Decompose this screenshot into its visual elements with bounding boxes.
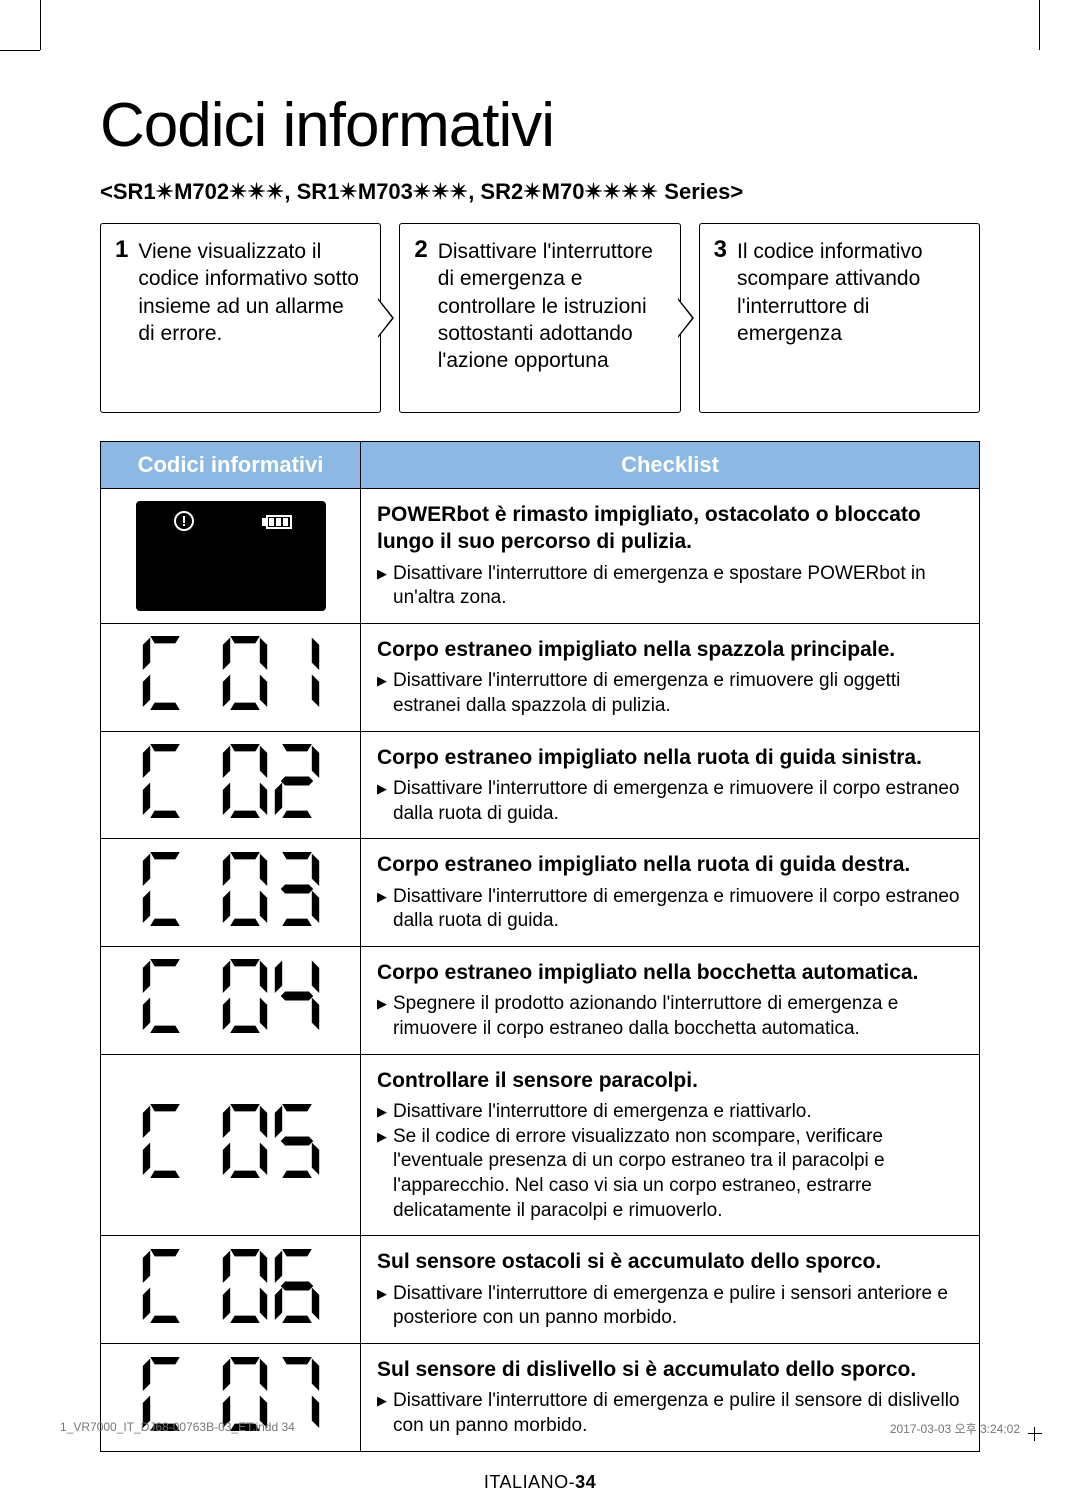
footer-page: 34 — [575, 1472, 596, 1492]
checklist-cell: Sul sensore ostacoli si è accumulato del… — [361, 1236, 980, 1344]
crop-mark — [1028, 1427, 1042, 1441]
bullet-icon: ▶ — [377, 777, 387, 802]
checklist-cell: Controllare il sensore paracolpi. ▶Disatt… — [361, 1054, 980, 1236]
code-cell — [101, 1054, 361, 1236]
check-title: Corpo estraneo impigliato nella ruota di… — [377, 851, 963, 878]
code-text — [139, 1104, 323, 1178]
print-stamp: 2017-03-03 오후 3:24:02 — [890, 1420, 1020, 1437]
check-body: ▶Spegnere il prodotto azionando l'interr… — [377, 992, 963, 1041]
series-subtitle: <SR1✴M702✴✴✴, SR1✴M703✴✴✴, SR2✴M70✴✴✴✴ S… — [100, 179, 980, 205]
checklist-cell: Corpo estraneo impigliato nella ruota di… — [361, 839, 980, 947]
check-body: ▶Disattivare l'interruttore di emergenza… — [377, 1282, 963, 1331]
crop-mark — [0, 50, 40, 51]
step-1: 1 Viene visualizzato il codice informati… — [100, 223, 381, 413]
check-item: ▶Disattivare l'interruttore di emergenza… — [377, 777, 963, 826]
print-file: 1_VR7000_IT_DJ68-00763B-03_ET.indd 34 — [60, 1420, 295, 1437]
bullet-icon: ▶ — [377, 1282, 387, 1307]
page-footer: ITALIANO-34 — [100, 1472, 980, 1493]
check-title: POWERbot è rimasto impigliato, ostacolat… — [377, 501, 963, 556]
page-title: Codici informativi — [100, 90, 980, 161]
th-checklist: Checklist — [361, 442, 980, 489]
table-row: Corpo estraneo impigliato nella bocchett… — [101, 946, 980, 1054]
check-title: Sul sensore ostacoli si è accumulato del… — [377, 1248, 963, 1275]
bullet-icon: ▶ — [377, 885, 387, 910]
code-cell — [101, 839, 361, 947]
check-body: ▶Disattivare l'interruttore di emergenza… — [377, 669, 963, 718]
step-2: 2 Disattivare l'interruttore di emergenz… — [399, 223, 680, 413]
bullet-icon: ▶ — [377, 669, 387, 694]
checklist-cell: Corpo estraneo impigliato nella ruota di… — [361, 731, 980, 839]
step-text: Il codice informativo scompare attivando… — [737, 238, 959, 347]
check-title: Corpo estraneo impigliato nella bocchett… — [377, 959, 963, 986]
table-row: Corpo estraneo impigliato nella ruota di… — [101, 731, 980, 839]
code-cell — [101, 731, 361, 839]
check-body: ▶Disattivare l'interruttore di emergenza… — [377, 885, 963, 934]
code-text — [139, 636, 323, 710]
check-item: ▶Disattivare l'interruttore di emergenza… — [377, 562, 963, 611]
bullet-icon: ▶ — [377, 1100, 387, 1125]
code-cell — [101, 489, 361, 624]
check-item: ▶Disattivare l'interruttore di emergenza… — [377, 669, 963, 718]
check-body: ▶Disattivare l'interruttore di emergenza… — [377, 562, 963, 611]
code-cell — [101, 946, 361, 1054]
code-text — [139, 959, 323, 1033]
check-item: ▶Se il codice di errore visualizzato non… — [377, 1125, 963, 1224]
steps-row: 1 Viene visualizzato il codice informati… — [100, 223, 980, 413]
code-text — [139, 1249, 323, 1323]
check-item: ▶Disattivare l'interruttore di emergenza… — [377, 1100, 963, 1125]
crop-mark — [40, 0, 41, 50]
th-codes: Codici informativi — [101, 442, 361, 489]
code-cell — [101, 1236, 361, 1344]
code-text — [139, 744, 323, 818]
code-cell — [101, 623, 361, 731]
code-text — [139, 852, 323, 926]
step-text: Disattivare l'interruttore di emergenza … — [438, 238, 660, 374]
table-row: Sul sensore ostacoli si è accumulato del… — [101, 1236, 980, 1344]
bullet-icon: ▶ — [377, 562, 387, 587]
check-title: Sul sensore di dislivello si è accumulat… — [377, 1356, 963, 1383]
step-text: Viene visualizzato il codice informativo… — [138, 238, 360, 347]
codes-table: Codici informativi Checklist POWERbot è … — [100, 441, 980, 1452]
warning-icon — [174, 511, 194, 531]
display-panel-icon — [136, 501, 326, 611]
check-item: ▶Disattivare l'interruttore di emergenza… — [377, 1282, 963, 1331]
check-title: Corpo estraneo impigliato nella spazzola… — [377, 636, 963, 663]
footer-lang: ITALIANO- — [484, 1472, 575, 1492]
check-body: ▶Disattivare l'interruttore di emergenza… — [377, 777, 963, 826]
check-title: Corpo estraneo impigliato nella ruota di… — [377, 744, 963, 771]
step-3: 3 Il codice informativo scompare attivan… — [699, 223, 980, 413]
step-number: 1 — [115, 238, 128, 262]
checklist-cell: Corpo estraneo impigliato nella spazzola… — [361, 623, 980, 731]
step-number: 3 — [714, 238, 727, 262]
bullet-icon: ▶ — [377, 992, 387, 1017]
table-row: Corpo estraneo impigliato nella spazzola… — [101, 623, 980, 731]
check-body: ▶Disattivare l'interruttore di emergenza… — [377, 1100, 963, 1223]
checklist-cell: POWERbot è rimasto impigliato, ostacolat… — [361, 489, 980, 624]
check-item: ▶Spegnere il prodotto azionando l'interr… — [377, 992, 963, 1041]
table-row: POWERbot è rimasto impigliato, ostacolat… — [101, 489, 980, 624]
check-item: ▶Disattivare l'interruttore di emergenza… — [377, 885, 963, 934]
table-row: Controllare il sensore paracolpi. ▶Disatt… — [101, 1054, 980, 1236]
check-title: Controllare il sensore paracolpi. — [377, 1067, 963, 1094]
table-row: Corpo estraneo impigliato nella ruota di… — [101, 839, 980, 947]
battery-icon — [262, 515, 292, 529]
bullet-icon: ▶ — [377, 1389, 387, 1414]
crop-mark — [1039, 0, 1040, 50]
bullet-icon: ▶ — [377, 1125, 387, 1150]
step-number: 2 — [414, 238, 427, 262]
checklist-cell: Corpo estraneo impigliato nella bocchett… — [361, 946, 980, 1054]
print-meta: 1_VR7000_IT_DJ68-00763B-03_ET.indd 34 20… — [60, 1420, 1020, 1437]
